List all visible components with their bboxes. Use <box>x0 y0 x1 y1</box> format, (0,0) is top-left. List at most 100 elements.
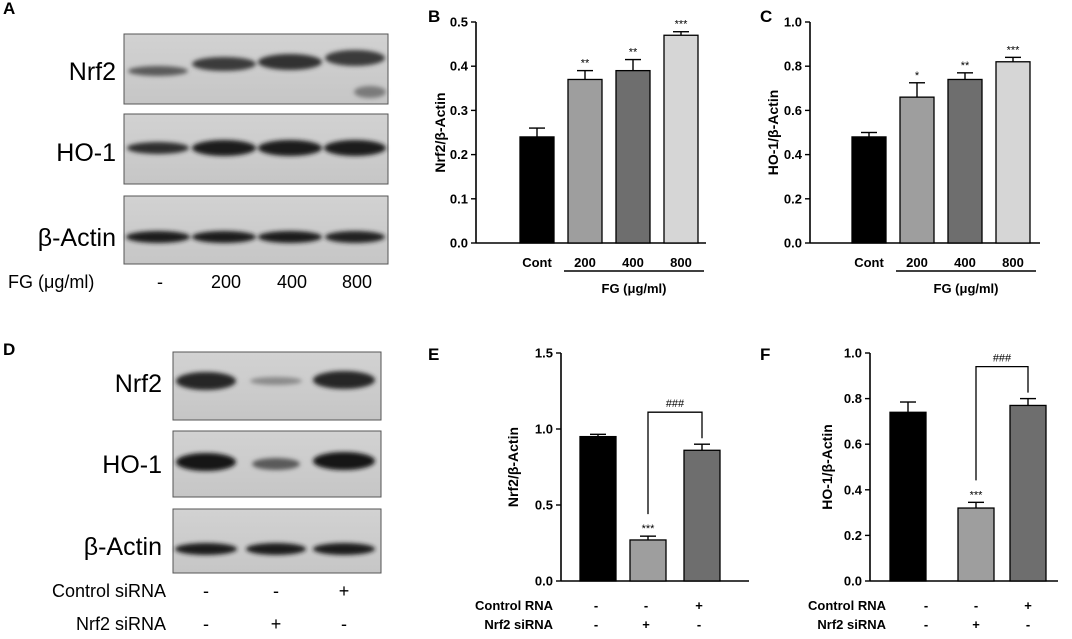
y-axis-label: HO-1/β-Actin <box>765 90 781 176</box>
chart-e: 0.0 0.5 1.0 1.5 Nrf2/β-Actin *** ### Control RN… <box>475 346 749 632</box>
y-tick-label: 0.0 <box>450 236 468 251</box>
row-label: Nrf2 siRNA <box>817 617 886 632</box>
y-tick-label: 1.0 <box>784 15 802 30</box>
y-tick-label: 1.0 <box>844 346 862 361</box>
row-sign: + <box>1024 598 1032 613</box>
bar <box>615 69 651 244</box>
y-tick-label: 0.2 <box>784 191 802 206</box>
bracket-label: ### <box>993 353 1012 365</box>
blot-d-row-sign: - <box>273 581 279 601</box>
row-sign: - <box>1026 617 1030 632</box>
y-tick-label: 0.0 <box>784 236 802 251</box>
panel-letter-d: D <box>3 340 15 359</box>
significance-label: ** <box>629 47 638 59</box>
panel-letter-c: C <box>760 7 772 26</box>
blot-d-label-actin: β-Actin <box>84 533 162 561</box>
row-sign: + <box>972 617 980 632</box>
chart-c: 0.00.20.40.60.81.0HO-1/β-Actin******Cont… <box>765 15 1040 296</box>
y-tick-label: 0.5 <box>450 15 468 30</box>
x-tick-label: Cont <box>522 255 552 270</box>
blot-d-row-sign: + <box>339 581 350 601</box>
blot-d-bands-ho1 <box>176 452 375 471</box>
y-axis-label: Nrf2/β-Actin <box>432 92 448 172</box>
chart-b: 0.00.10.20.30.40.5Nrf2/β-Actin*******Con… <box>432 15 706 296</box>
blot-a-bands-nrf2 <box>128 50 386 98</box>
blot-a-label-actin: β-Actin <box>38 224 116 252</box>
y-tick-label: 0.8 <box>784 59 802 74</box>
x-tick-label: 200 <box>906 255 928 270</box>
panel-letter-e: E <box>428 345 439 364</box>
blot-a-lane-label: 400 <box>277 272 307 292</box>
y-tick-label: 0.2 <box>450 147 468 162</box>
blot-d-row-label: Nrf2 siRNA <box>76 614 166 634</box>
x-tick-label: 800 <box>1002 255 1024 270</box>
row-label: Control RNA <box>475 598 554 613</box>
y-tick-label: 0.3 <box>450 103 468 118</box>
y-tick-label: 0.0 <box>535 574 553 589</box>
blot-d-label-nrf2: Nrf2 <box>115 370 162 398</box>
western-blot-a: Nrf2 HO-1 β-Actin FG (μg/ml) - 200 400 8… <box>8 33 389 292</box>
bar <box>519 136 555 244</box>
panel-letter-f: F <box>760 345 770 364</box>
y-tick-label: 0.4 <box>450 59 469 74</box>
blot-a-lane-label: 200 <box>211 272 241 292</box>
bar <box>899 96 935 244</box>
blot-d-row-sign: - <box>203 614 209 634</box>
bar <box>889 411 927 582</box>
blot-a-lane-label: - <box>157 272 163 292</box>
significance-label: * <box>915 70 920 82</box>
row-label: Control RNA <box>808 598 887 613</box>
group-label: FG (μg/ml) <box>934 281 999 296</box>
blot-a-condition-label: FG (μg/ml) <box>8 272 94 292</box>
blot-a-membrane-actin <box>123 195 389 265</box>
row-sign: - <box>644 598 648 613</box>
blot-a-label-ho1: HO-1 <box>56 139 116 167</box>
y-tick-label: 0.8 <box>844 391 862 406</box>
y-axis-label: Nrf2/β-Actin <box>505 427 521 507</box>
significance-label: *** <box>642 523 656 535</box>
x-tick-label: 400 <box>954 255 976 270</box>
row-label: Nrf2 siRNA <box>484 617 553 632</box>
y-tick-label: 0.0 <box>844 574 862 589</box>
x-tick-label: 400 <box>622 255 644 270</box>
bar <box>957 507 995 582</box>
bar <box>995 61 1031 244</box>
blot-d-row-sign: + <box>271 614 282 634</box>
group-label: FG (μg/ml) <box>602 281 667 296</box>
bar <box>579 435 617 582</box>
y-tick-label: 0.2 <box>844 528 862 543</box>
blot-a-bands-actin <box>126 231 385 243</box>
blot-d-row-sign: - <box>341 614 347 634</box>
blot-d-row-label: Control siRNA <box>52 581 166 601</box>
bar <box>567 78 603 244</box>
western-blot-d: Nrf2 HO-1 β-Actin Control siRNA - - + Nr… <box>52 351 382 634</box>
bar <box>629 539 667 582</box>
y-tick-label: 1.0 <box>535 422 553 437</box>
blot-d-membrane-actin <box>172 508 382 574</box>
chart-f: 0.0 0.2 0.4 0.6 0.8 1.0 HO-1/β-Actin *** ### Cont… <box>808 346 1058 632</box>
blot-d-row-sign: - <box>203 581 209 601</box>
bar <box>663 34 699 244</box>
row-sign: - <box>594 617 598 632</box>
y-tick-label: 0.4 <box>844 482 863 497</box>
panel-letter-b: B <box>428 7 440 26</box>
row-sign: - <box>697 617 701 632</box>
x-tick-label: 200 <box>574 255 596 270</box>
significance-label: *** <box>970 489 984 501</box>
row-sign: + <box>695 598 703 613</box>
blot-d-label-ho1: HO-1 <box>102 451 162 479</box>
y-axis-label: HO-1/β-Actin <box>819 424 835 510</box>
y-tick-label: 0.6 <box>784 103 802 118</box>
row-sign: - <box>974 598 978 613</box>
x-tick-label: Cont <box>854 255 884 270</box>
row-sign: - <box>924 598 928 613</box>
bar <box>1009 404 1047 582</box>
significance-label: *** <box>1007 44 1021 56</box>
significance-label: ** <box>581 58 590 70</box>
comparison-bracket <box>975 365 1029 481</box>
significance-label: *** <box>675 19 689 31</box>
blot-a-lane-label: 800 <box>342 272 372 292</box>
bar <box>851 136 887 244</box>
y-tick-label: 1.5 <box>535 346 553 361</box>
